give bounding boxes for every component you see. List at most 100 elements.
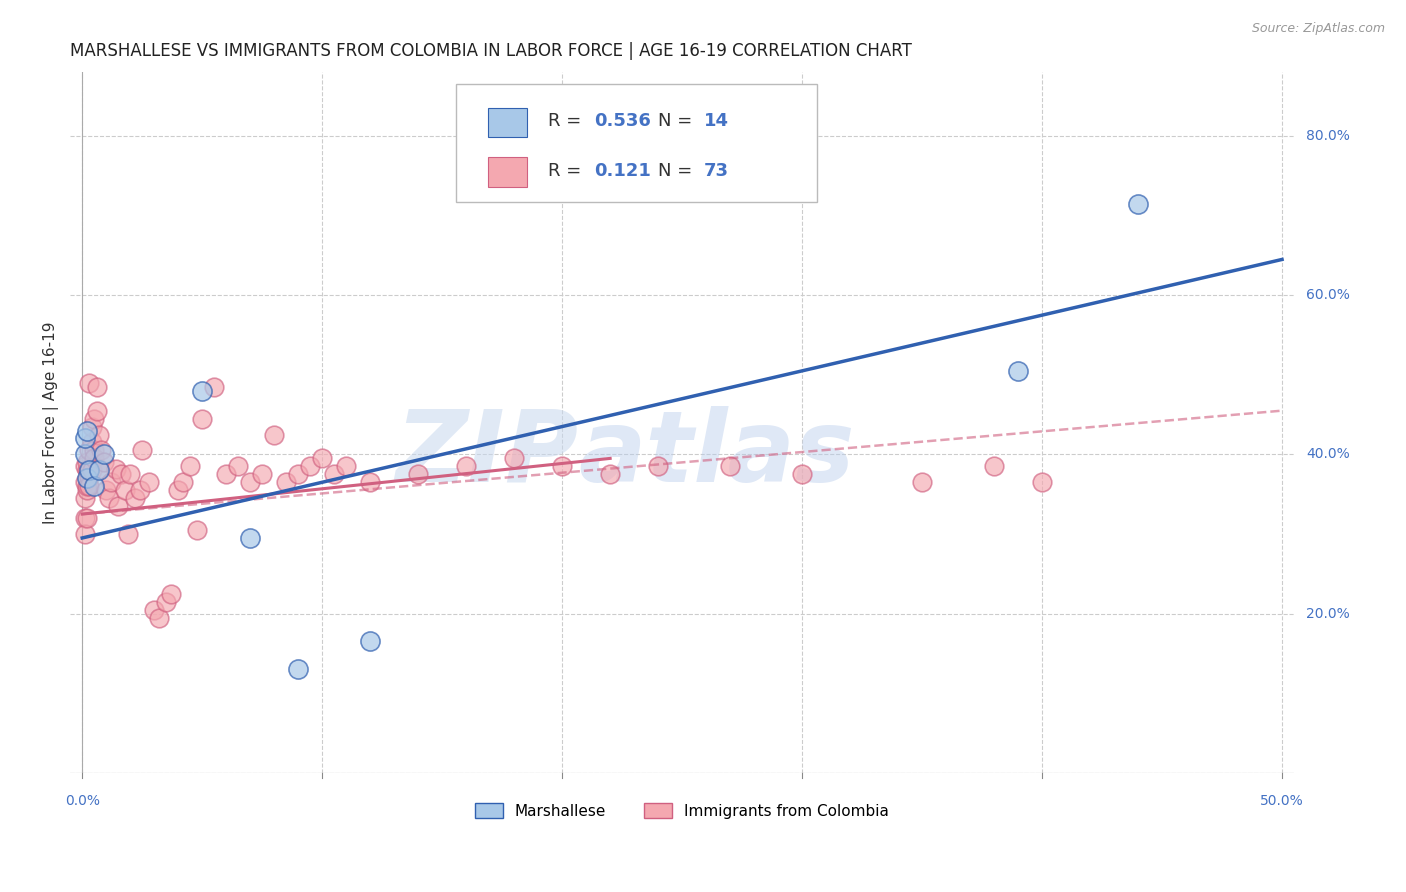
Point: [276, 475, 298, 490]
Point: [117, 527, 139, 541]
Text: 80.0%: 80.0%: [1306, 129, 1350, 143]
Point: [335, 459, 357, 474]
Point: [90, 443, 112, 458]
Point: [138, 475, 160, 490]
Point: [73, 475, 96, 490]
Point: [80, 419, 103, 434]
Point: [79, 479, 101, 493]
Point: [983, 459, 1005, 474]
Text: R =: R =: [547, 161, 592, 180]
Point: [456, 459, 478, 474]
Point: [323, 467, 346, 482]
Point: [406, 467, 429, 482]
Point: [131, 443, 153, 458]
Point: [110, 467, 132, 482]
Text: N =: N =: [658, 161, 697, 180]
Point: [359, 475, 381, 490]
Point: [97, 491, 120, 506]
Text: MARSHALLESE VS IMMIGRANTS FROM COLOMBIA IN LABOR FORCE | AGE 16-19 CORRELATION C: MARSHALLESE VS IMMIGRANTS FROM COLOMBIA …: [70, 42, 912, 60]
Point: [503, 451, 526, 466]
Point: [1031, 475, 1053, 490]
FancyBboxPatch shape: [488, 108, 527, 137]
Point: [172, 475, 194, 490]
Point: [202, 380, 225, 394]
Point: [790, 467, 813, 482]
Text: 73: 73: [704, 161, 730, 180]
Text: Source: ZipAtlas.com: Source: ZipAtlas.com: [1251, 22, 1385, 36]
Text: 20.0%: 20.0%: [1306, 607, 1350, 621]
Point: [76, 511, 98, 525]
Point: [96, 483, 118, 498]
Y-axis label: In Labor Force | Age 16-19: In Labor Force | Age 16-19: [44, 321, 59, 524]
Point: [76, 455, 98, 469]
Point: [93, 447, 115, 461]
Text: ZIP: ZIP: [395, 406, 578, 502]
Point: [148, 610, 170, 624]
Point: [1007, 364, 1029, 378]
Point: [104, 461, 127, 475]
Point: [287, 467, 309, 482]
Point: [107, 499, 129, 513]
Point: [239, 475, 262, 490]
Text: atlas: atlas: [578, 406, 855, 502]
FancyBboxPatch shape: [456, 85, 817, 202]
Point: [83, 451, 105, 466]
Point: [311, 451, 333, 466]
Text: 0.0%: 0.0%: [65, 794, 100, 808]
Point: [143, 602, 166, 616]
Text: 0.121: 0.121: [593, 161, 651, 180]
Point: [191, 411, 214, 425]
Point: [80, 463, 103, 477]
Legend: Marshallese, Immigrants from Colombia: Marshallese, Immigrants from Colombia: [470, 797, 896, 824]
Point: [73, 491, 96, 506]
Point: [83, 479, 105, 493]
Point: [79, 463, 101, 477]
Point: [79, 463, 101, 477]
Point: [87, 461, 110, 475]
Point: [100, 475, 122, 490]
Point: [76, 424, 98, 438]
Point: [911, 475, 934, 490]
Point: [79, 469, 101, 483]
Point: [359, 634, 381, 648]
Text: 60.0%: 60.0%: [1306, 288, 1350, 302]
Point: [87, 463, 110, 477]
Point: [551, 459, 574, 474]
Point: [93, 455, 115, 469]
Text: 50.0%: 50.0%: [1260, 794, 1303, 808]
Point: [599, 467, 621, 482]
Text: N =: N =: [658, 112, 697, 130]
Point: [76, 483, 98, 498]
Point: [155, 594, 177, 608]
Point: [239, 531, 262, 545]
Point: [226, 459, 249, 474]
Point: [647, 459, 669, 474]
Point: [76, 479, 98, 493]
Point: [128, 483, 150, 498]
Point: [73, 459, 96, 474]
Point: [124, 491, 146, 506]
Point: [299, 459, 322, 474]
Point: [86, 403, 108, 417]
Point: [73, 511, 96, 525]
Point: [73, 432, 96, 446]
Point: [186, 523, 208, 537]
Point: [120, 467, 142, 482]
Point: [79, 376, 101, 390]
Point: [114, 483, 136, 498]
Point: [263, 427, 285, 442]
Point: [1126, 196, 1149, 211]
Point: [215, 467, 238, 482]
Point: [76, 463, 98, 477]
Point: [287, 662, 309, 676]
Text: 40.0%: 40.0%: [1306, 448, 1350, 461]
Point: [718, 459, 741, 474]
Text: 0.536: 0.536: [593, 112, 651, 130]
Point: [179, 459, 201, 474]
Point: [167, 483, 190, 498]
Point: [83, 411, 105, 425]
Text: 14: 14: [704, 112, 730, 130]
Point: [191, 384, 214, 398]
Point: [73, 447, 96, 461]
FancyBboxPatch shape: [488, 158, 527, 186]
